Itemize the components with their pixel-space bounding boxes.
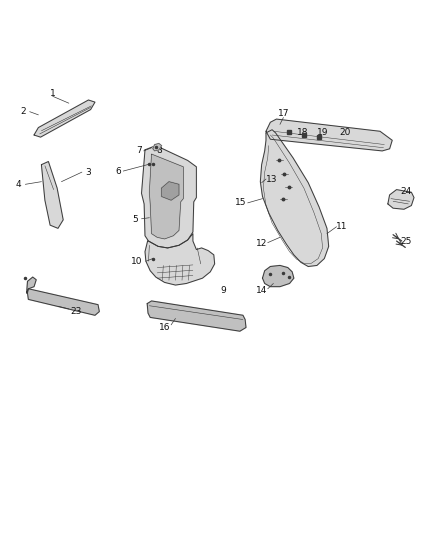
Polygon shape xyxy=(162,182,179,200)
Text: 14: 14 xyxy=(256,286,267,295)
Polygon shape xyxy=(388,190,414,209)
Text: 19: 19 xyxy=(317,128,328,138)
Text: 9: 9 xyxy=(220,286,226,295)
Text: 18: 18 xyxy=(297,128,308,138)
Text: 17: 17 xyxy=(278,109,289,118)
Text: 12: 12 xyxy=(256,239,267,248)
Text: 7: 7 xyxy=(137,147,142,156)
Polygon shape xyxy=(28,289,99,316)
Text: 8: 8 xyxy=(156,147,162,156)
Text: 3: 3 xyxy=(85,167,91,176)
Polygon shape xyxy=(42,161,63,228)
Text: 13: 13 xyxy=(265,174,277,183)
Text: 24: 24 xyxy=(400,187,412,196)
Polygon shape xyxy=(153,143,162,151)
Text: 4: 4 xyxy=(15,180,21,189)
Polygon shape xyxy=(27,277,36,293)
Text: 5: 5 xyxy=(133,215,138,224)
Polygon shape xyxy=(34,100,95,137)
Text: 11: 11 xyxy=(336,222,347,231)
Polygon shape xyxy=(149,154,184,239)
Polygon shape xyxy=(262,265,294,287)
Text: 6: 6 xyxy=(115,166,121,175)
Text: 2: 2 xyxy=(20,107,26,116)
Text: 23: 23 xyxy=(71,306,82,316)
Text: 1: 1 xyxy=(50,88,56,98)
Polygon shape xyxy=(260,130,328,266)
Polygon shape xyxy=(266,119,392,151)
Text: 10: 10 xyxy=(131,257,143,265)
Polygon shape xyxy=(145,233,215,285)
Text: 16: 16 xyxy=(159,323,170,332)
Polygon shape xyxy=(141,146,196,248)
Text: 20: 20 xyxy=(339,128,351,138)
Polygon shape xyxy=(147,301,246,331)
Text: 15: 15 xyxy=(235,198,247,207)
Text: 25: 25 xyxy=(400,237,412,246)
